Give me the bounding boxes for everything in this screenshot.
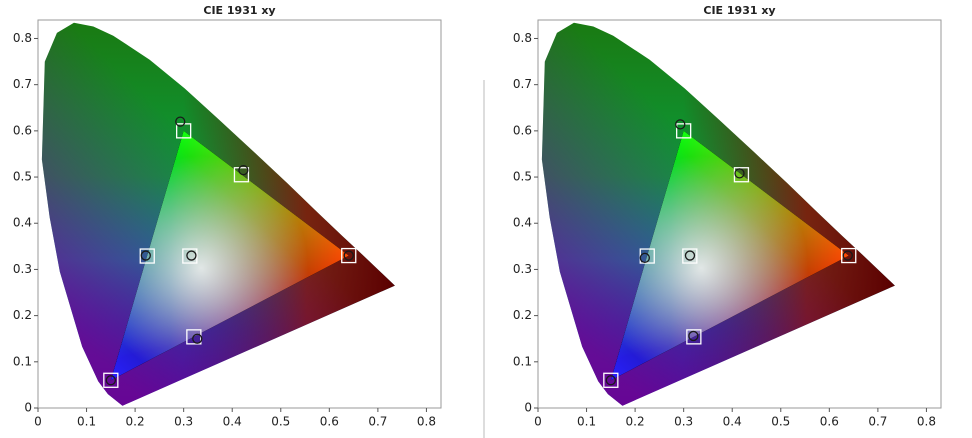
target-marker [686, 329, 702, 345]
chart-title: CIE 1931 xy [203, 4, 275, 17]
x-tick-label: 0.5 [271, 415, 290, 429]
x-tick-label: 0.7 [868, 415, 887, 429]
x-tick-label: 0.2 [126, 415, 145, 429]
measured-marker [192, 333, 203, 344]
y-tick-label: 0.4 [513, 216, 532, 230]
measured-marker [842, 250, 853, 261]
y-tick-label: 0.8 [13, 31, 32, 45]
target-marker [182, 248, 198, 264]
y-tick-label: 0.6 [13, 123, 32, 137]
measured-marker [688, 330, 699, 342]
gamut-shade [110, 130, 349, 381]
x-tick-label: 0.3 [174, 415, 193, 429]
chart-panel: CIE 1931 xy 0 0.1 0.2 0.3 0.4 0.5 0.6 0.7 0.8 0 0.1… [13, 4, 442, 429]
x-tick-label: 0 [34, 415, 42, 429]
y-tick-label: 0.1 [13, 354, 32, 368]
y-tick-label: 0.4 [13, 216, 32, 230]
measured-marker [605, 375, 616, 386]
chart-title: CIE 1931 xy [703, 4, 775, 17]
measured-marker [105, 375, 116, 386]
y-tick-label: 0.3 [13, 262, 32, 276]
x-tick-label: 0.8 [417, 415, 436, 429]
measured-marker [175, 116, 186, 127]
y-tick-label: 0.3 [513, 262, 532, 276]
measured-marker [639, 252, 650, 264]
x-tick-label: 0.4 [723, 415, 742, 429]
y-tick-label: 0.5 [513, 170, 532, 184]
x-tick-label: 0 [534, 415, 542, 429]
y-tick-label: 0.8 [513, 31, 532, 45]
measured-marker [186, 250, 197, 261]
x-tick-label: 0.5 [771, 415, 790, 429]
x-tick-label: 0.7 [368, 415, 387, 429]
x-tick-label: 0.3 [674, 415, 693, 429]
target-marker [341, 247, 357, 264]
target-marker [603, 372, 619, 388]
y-tick-label: 0.1 [513, 354, 532, 368]
y-tick-label: 0.5 [13, 170, 32, 184]
y-tick-label: 0 [24, 401, 32, 415]
y-tick-label: 0 [524, 401, 532, 415]
y-tick-label: 0.2 [513, 308, 532, 322]
target-marker [233, 167, 250, 183]
target-marker [841, 247, 857, 264]
measured-marker [343, 250, 354, 261]
y-tick-label: 0.7 [513, 77, 532, 91]
target-marker [676, 123, 692, 139]
gamut-shade [610, 130, 849, 381]
x-tick-label: 0.4 [223, 415, 242, 429]
y-tick-label: 0.7 [13, 77, 32, 91]
measured-marker [684, 250, 696, 261]
target-marker [682, 248, 698, 264]
x-tick-label: 0.8 [917, 415, 936, 429]
target-marker [139, 248, 155, 264]
x-tick-label: 0.2 [626, 415, 645, 429]
gamut-group [610, 130, 849, 381]
x-tick-label: 0.6 [320, 415, 339, 429]
y-tick-label: 0.6 [513, 123, 532, 137]
y-tick-label: 0.2 [13, 308, 32, 322]
measured-marker [734, 168, 745, 179]
gamut-group [110, 130, 349, 381]
chart-panel: CIE 1931 xy 0 0.1 0.2 0.3 0.4 0.5 0.6 0.7 0.8 0 0.1… [513, 4, 942, 429]
target-marker [103, 372, 119, 388]
x-tick-label: 0.6 [820, 415, 839, 429]
measured-marker [140, 250, 151, 261]
target-marker [733, 167, 750, 183]
x-tick-label: 0.1 [577, 415, 596, 429]
x-tick-label: 0.1 [77, 415, 96, 429]
measured-marker [675, 119, 686, 130]
measured-marker [238, 164, 249, 176]
